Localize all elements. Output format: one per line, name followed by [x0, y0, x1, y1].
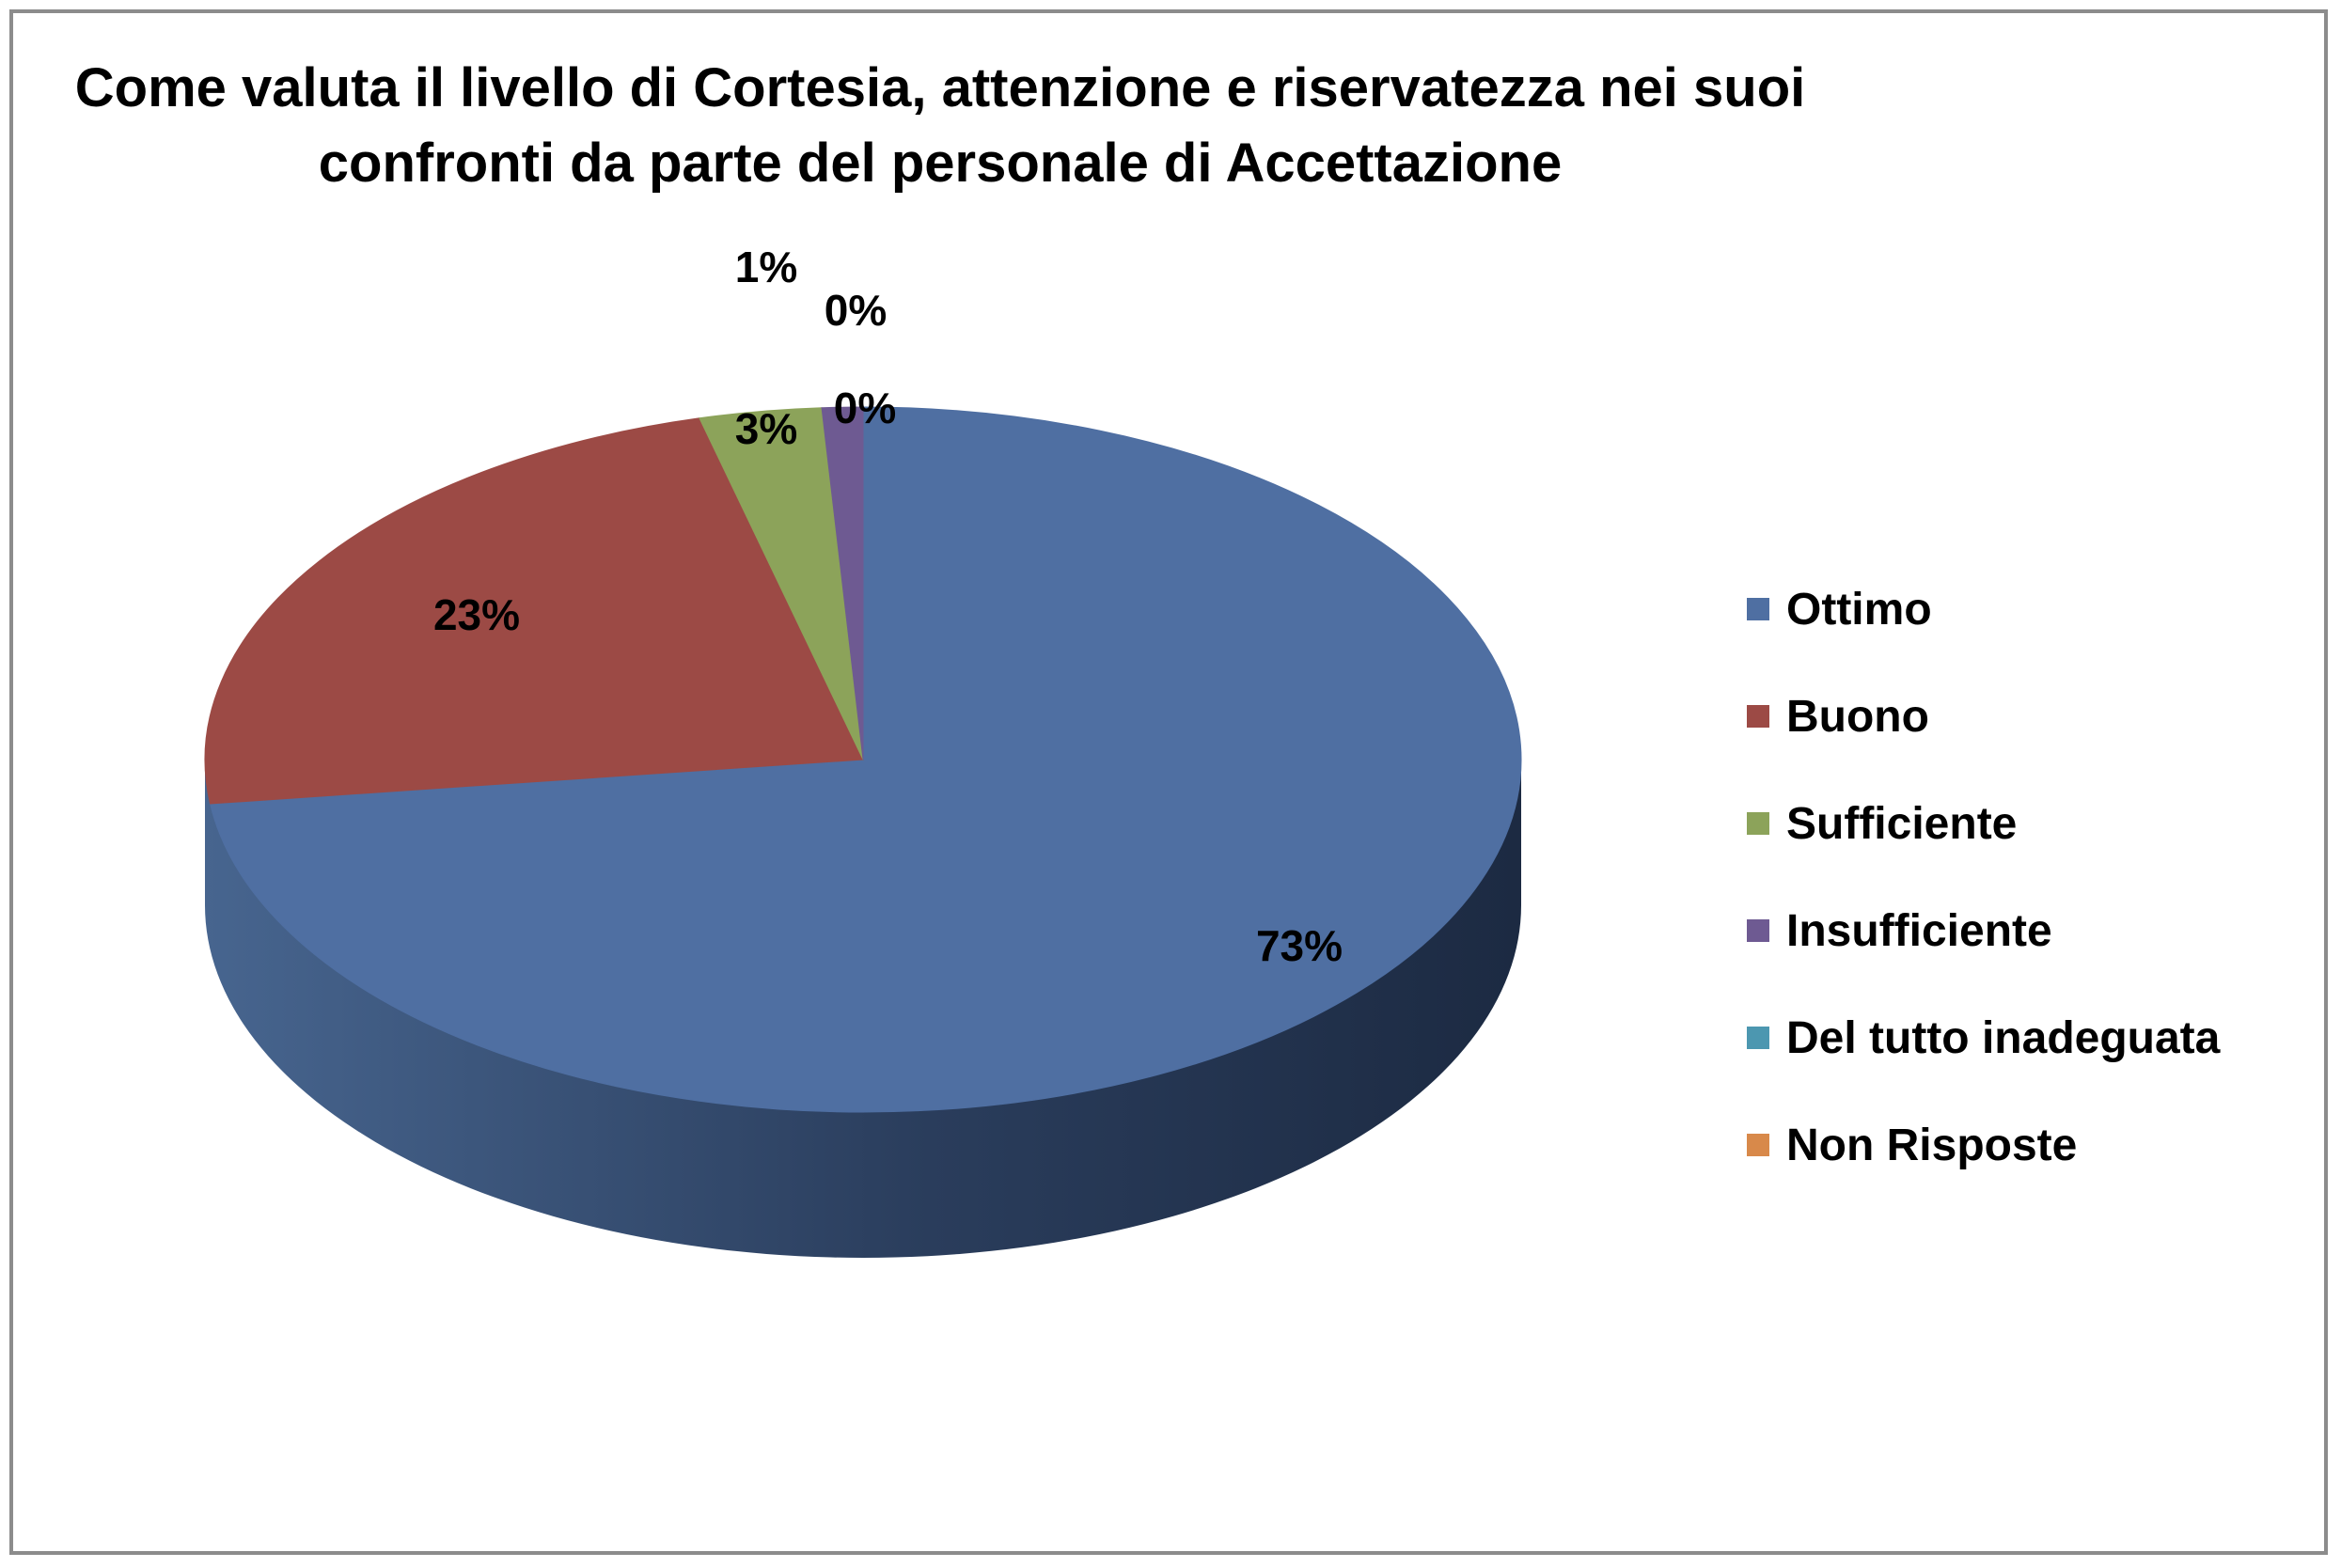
pie-slice-ottimo [209, 406, 1522, 1113]
legend-swatch [1747, 705, 1769, 728]
legend-swatch [1747, 1027, 1769, 1049]
data-label-ottimo: 73% [1256, 921, 1343, 970]
pie-top-group [204, 406, 1522, 1113]
chart-title: Come valuta il livello di Cortesia, atte… [74, 57, 1806, 194]
legend-swatch [1747, 919, 1769, 942]
legend-label: Insufficiente [1786, 905, 2052, 956]
legend-label: Buono [1786, 691, 1929, 742]
pie-side-group [205, 760, 1521, 1258]
legend-swatch [1747, 598, 1769, 620]
legend-label: Ottimo [1786, 584, 1932, 635]
data-label-sufficiente: 3% [735, 404, 797, 453]
legend-item: Del tutto inadeguata [1747, 1010, 2220, 1066]
data-label-del-tutto-inadeguata: 0% [825, 286, 887, 335]
legend-swatch [1747, 812, 1769, 835]
legend-item: Ottimo [1747, 581, 1932, 637]
data-label-non-risposte: 0% [834, 384, 896, 432]
data-label-insufficiente: 1% [735, 243, 797, 291]
legend-item: Buono [1747, 688, 1929, 745]
pie-slice-insufficiente [821, 406, 864, 760]
legend-item: Insufficiente [1747, 902, 2052, 959]
pie-side-wall [205, 760, 1521, 1258]
legend-item: Sufficiente [1747, 795, 2017, 852]
data-label-buono: 23% [433, 590, 520, 639]
pie-label-group: 73% 23% 3% 1% 0% 0% [433, 243, 1343, 970]
legend-label: Sufficiente [1786, 798, 2018, 849]
pie-slice-buono [204, 417, 864, 805]
legend-label: Del tutto inadeguata [1786, 1012, 2221, 1063]
legend-item: Non Risposte [1747, 1117, 2077, 1173]
legend-swatch [1747, 1134, 1769, 1156]
legend-label: Non Risposte [1786, 1120, 2078, 1170]
